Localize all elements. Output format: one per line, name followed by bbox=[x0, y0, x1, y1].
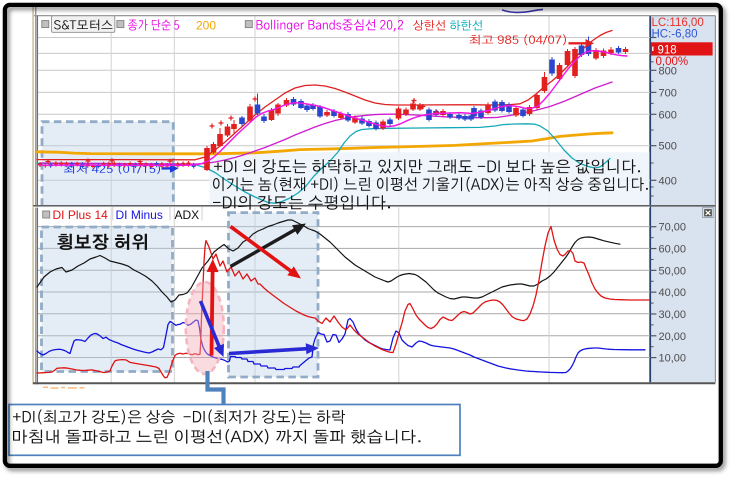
svg-text:600: 600 bbox=[659, 109, 677, 121]
svg-text:HC:-6,80: HC:-6,80 bbox=[652, 28, 698, 40]
svg-text:50,00: 50,00 bbox=[659, 265, 687, 277]
svg-text:30,00: 30,00 bbox=[659, 309, 687, 321]
svg-text:918: 918 bbox=[658, 44, 677, 56]
svg-text:200: 200 bbox=[196, 18, 216, 32]
svg-text:500: 500 bbox=[659, 141, 677, 153]
svg-text:40,00: 40,00 bbox=[659, 287, 687, 299]
svg-text:700: 700 bbox=[659, 87, 677, 99]
svg-text:0,00%: 0,00% bbox=[656, 56, 689, 68]
svg-text:DI Plus 14: DI Plus 14 bbox=[53, 208, 109, 222]
svg-text:10,00: 10,00 bbox=[659, 353, 687, 365]
svg-text:DI Minus: DI Minus bbox=[116, 208, 163, 222]
svg-text:400: 400 bbox=[659, 175, 677, 187]
svg-text:ADX: ADX bbox=[175, 208, 200, 222]
svg-text:70,00: 70,00 bbox=[659, 222, 687, 234]
svg-text:800: 800 bbox=[659, 65, 677, 77]
svg-text:20,00: 20,00 bbox=[659, 331, 687, 343]
svg-text:60,00: 60,00 bbox=[659, 244, 687, 256]
svg-text:LC:116,00: LC:116,00 bbox=[652, 17, 704, 29]
